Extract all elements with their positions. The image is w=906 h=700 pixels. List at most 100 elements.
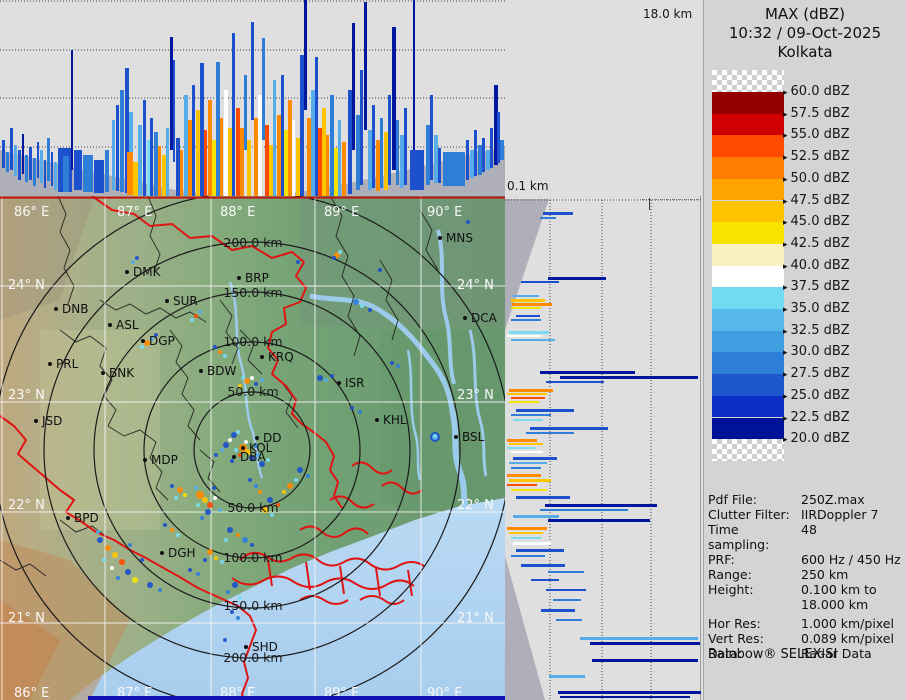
echo-blob	[270, 513, 274, 517]
scale-swatch	[712, 395, 784, 418]
reflectivity-bar	[184, 95, 188, 196]
reflectivity-bar	[482, 138, 485, 172]
scale-tick-label: ▸ 25.0 dBZ	[783, 388, 850, 403]
ns-cross-section-panel	[505, 196, 701, 700]
reflectivity-bar	[54, 162, 57, 190]
reflectivity-bar	[244, 75, 247, 150]
dbz-value: 30.0 dBZ	[790, 344, 850, 360]
metadata-key: Clutter Filter:	[708, 507, 790, 522]
range-ring-label: 200.0 km	[223, 650, 282, 665]
range-rings	[0, 196, 505, 700]
station-marker	[160, 551, 164, 555]
reflectivity-bar	[360, 70, 363, 185]
reflectivity-bar	[147, 140, 150, 196]
range-ring-label: 150.0 km	[223, 285, 282, 300]
echo-blob	[350, 406, 354, 410]
reflectivity-bar	[545, 504, 657, 507]
range-ring-label: 50.0 km	[227, 384, 278, 399]
echo-blob	[147, 582, 153, 588]
echo-blob	[196, 491, 204, 499]
reflectivity-bar	[232, 33, 235, 196]
station-marker	[48, 362, 52, 366]
reflectivity-bar	[521, 564, 565, 567]
reflectivity-bar	[125, 68, 129, 193]
reflectivity-bar	[192, 85, 195, 196]
metadata-row: Vert Res: 0.089 km/pixel	[708, 631, 904, 646]
metadata-key: Height:	[708, 582, 754, 597]
reflectivity-bar	[474, 130, 477, 176]
station-label: DD	[263, 431, 281, 445]
reflectivity-bar	[300, 55, 304, 196]
scale-swatch	[712, 243, 784, 266]
reflectivity-bar	[162, 155, 166, 196]
reflectivity-bar	[546, 589, 586, 591]
tick-arrow-icon: ▸	[783, 435, 788, 446]
station-label: DGH	[168, 546, 196, 560]
echo-blob	[212, 486, 216, 490]
echo-blob	[213, 496, 217, 500]
reflectivity-bar	[413, 0, 415, 150]
reflectivity-bar	[513, 515, 559, 518]
station-marker	[237, 276, 241, 280]
echo-blob	[334, 252, 340, 258]
echo-blob	[220, 560, 224, 564]
echo-blob	[236, 616, 240, 620]
product-timestamp: 10:32 / 09-Oct-2025	[728, 24, 882, 42]
reflectivity-bar	[251, 22, 254, 120]
reflectivity-bar	[180, 150, 183, 196]
echo-blob	[368, 308, 372, 312]
reflectivity-bar	[548, 519, 650, 522]
reflectivity-bar	[507, 447, 535, 449]
reflectivity-bar	[384, 132, 388, 190]
echo-blob	[236, 533, 240, 537]
reflectivity-bar	[338, 120, 341, 196]
reflectivity-bar	[511, 307, 541, 309]
range-ring	[143, 341, 361, 559]
reflectivity-bar	[509, 462, 547, 464]
reflectivity-bar	[352, 23, 355, 150]
tick-arrow-icon: ▸	[783, 391, 788, 402]
echo-blob	[116, 576, 120, 580]
reflectivity-bar	[380, 118, 383, 188]
reflectivity-bar	[240, 128, 244, 196]
reflectivity-bar	[112, 120, 115, 190]
echo-blob	[232, 582, 238, 588]
reflectivity-bar	[307, 118, 311, 196]
echo-blob	[102, 558, 106, 562]
echo-blob	[396, 364, 400, 368]
echo-blob	[213, 345, 217, 349]
echo-blob	[200, 516, 204, 520]
station-label: SHD	[252, 640, 278, 654]
scale-swatch	[712, 157, 784, 179]
map-top-border	[0, 196, 505, 199]
axis-tick-line	[640, 199, 701, 200]
reflectivity-bar	[500, 140, 504, 160]
echo-blob	[256, 453, 260, 457]
scale-swatch	[712, 265, 784, 288]
station-marker	[375, 418, 379, 422]
echo-blob	[250, 543, 254, 547]
scale-swatch	[712, 287, 784, 309]
reflectivity-bar	[176, 138, 180, 196]
echo-blob	[433, 434, 437, 438]
reflectivity-bar	[105, 150, 109, 192]
reflectivity-bar	[511, 555, 545, 557]
echo-blob	[249, 455, 255, 461]
tick-arrow-icon: ▸	[783, 283, 788, 294]
station-marker	[34, 419, 38, 423]
reflectivity-bar	[540, 371, 635, 374]
echo-blob	[96, 530, 100, 534]
reflectivity-bar	[511, 339, 555, 341]
reflectivity-bar	[224, 90, 228, 196]
echo-blob	[132, 577, 138, 583]
echo-blob	[177, 487, 183, 493]
reflectivity-bar	[364, 2, 367, 130]
reflectivity-bar	[143, 100, 146, 196]
reflectivity-bar	[330, 95, 334, 196]
echo-blob	[324, 378, 328, 382]
station-marker	[66, 516, 70, 520]
metadata-row: Time sampling: 48	[708, 522, 904, 552]
tick-arrow-icon: ▸	[783, 109, 788, 120]
dbz-value: 42.5 dBZ	[790, 235, 850, 251]
echo-blob	[258, 490, 262, 494]
